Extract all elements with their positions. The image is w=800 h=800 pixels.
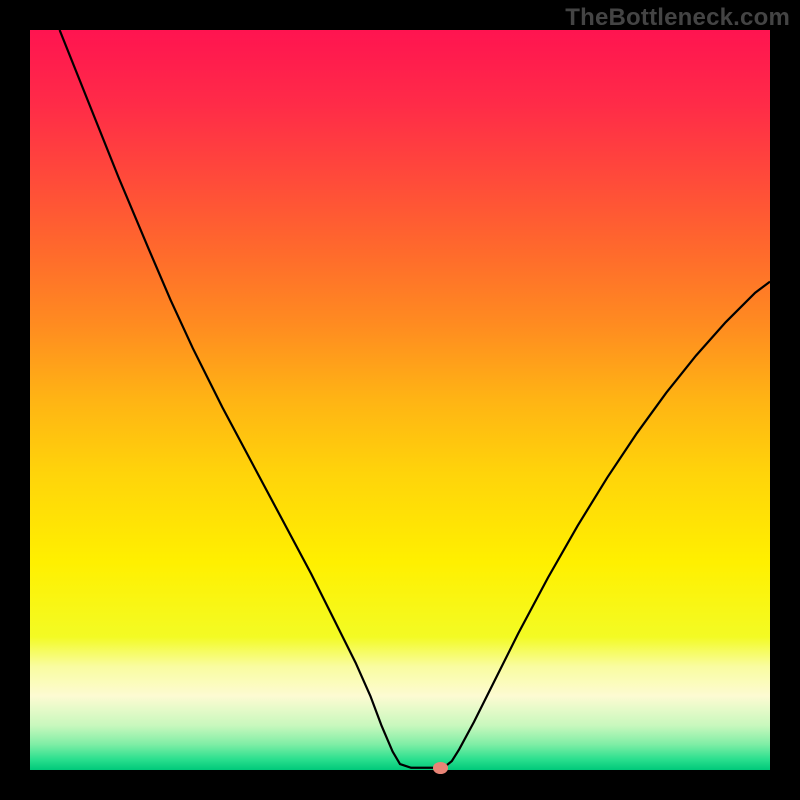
min-marker <box>433 762 449 774</box>
plot-background <box>30 30 770 770</box>
chart-frame: TheBottleneck.com <box>0 0 800 800</box>
watermark-text: TheBottleneck.com <box>565 4 790 32</box>
plot-area <box>30 30 770 770</box>
plot-svg <box>30 30 770 770</box>
